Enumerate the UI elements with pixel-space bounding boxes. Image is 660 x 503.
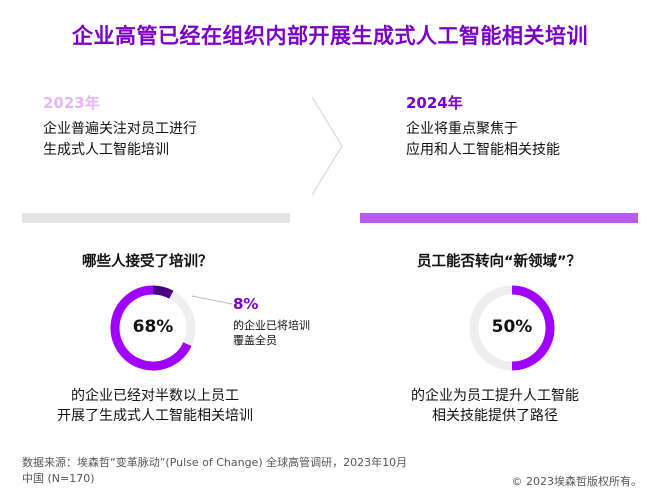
callout-text: 的企业已将培训 覆盖全员 [233, 318, 343, 348]
callout-value: 8% [233, 295, 259, 313]
callout-connector [191, 295, 233, 305]
result-right-line: 的企业为员工提升人工智能 [411, 388, 579, 404]
description-2024-line: 企业将重点聚焦于 [406, 121, 518, 137]
result-right: 的企业为员工提升人工智能 相关技能提供了路径 [370, 386, 620, 426]
divider-bar-2024 [360, 213, 638, 223]
description-2023-line: 生成式人工智能培训 [43, 142, 169, 158]
description-2023-line: 企业普遍关注对员工进行 [43, 121, 197, 137]
donut-chart-training [110, 285, 196, 371]
page-title: 企业高管已经在组织内部开展生成式人工智能相关培训 [72, 24, 588, 48]
description-2023: 企业普遍关注对员工进行 生成式人工智能培训 [43, 119, 283, 161]
result-left: 的企业已经对半数以上员工 开展了生成式人工智能相关培训 [20, 386, 290, 426]
description-2024-line: 应用和人工智能相关技能 [406, 142, 560, 158]
question-right: 员工能否转向“新领域”？ [417, 254, 582, 270]
copyright: © 2023埃森哲版权所有。 [511, 475, 643, 488]
question-left: 哪些人接受了培训？ [82, 254, 213, 270]
result-left-line: 的企业已经对半数以上员工 [71, 388, 239, 404]
donut-segment [110, 285, 192, 371]
donut-center-label-right: 50% [491, 317, 533, 337]
callout-text-line: 的企业已将培训 [233, 319, 310, 332]
year-2023-label: 2023年 [43, 94, 100, 112]
donut-segment [152, 285, 174, 299]
result-left-line: 开展了生成式人工智能相关培训 [57, 408, 253, 424]
donut-segment [511, 285, 555, 371]
donut-center-label-left: 68% [132, 317, 174, 337]
result-right-line: 相关技能提供了路径 [432, 408, 558, 424]
year-2024-label: 2024年 [406, 94, 463, 112]
source-line: 数据来源：埃森哲“变革脉动”(Pulse of Change) 全球高管调研，2… [22, 456, 408, 469]
callout-text-line: 覆盖全员 [233, 334, 277, 347]
chevron-right-icon [311, 96, 343, 196]
divider-bar-2023 [22, 213, 290, 223]
donut-chart-reskilling [469, 285, 555, 371]
description-2024: 企业将重点聚焦于 应用和人工智能相关技能 [406, 119, 646, 161]
source-note: 数据来源：埃森哲“变革脉动”(Pulse of Change) 全球高管调研，2… [22, 455, 492, 487]
source-line: 中国 (N=170) [22, 472, 95, 485]
